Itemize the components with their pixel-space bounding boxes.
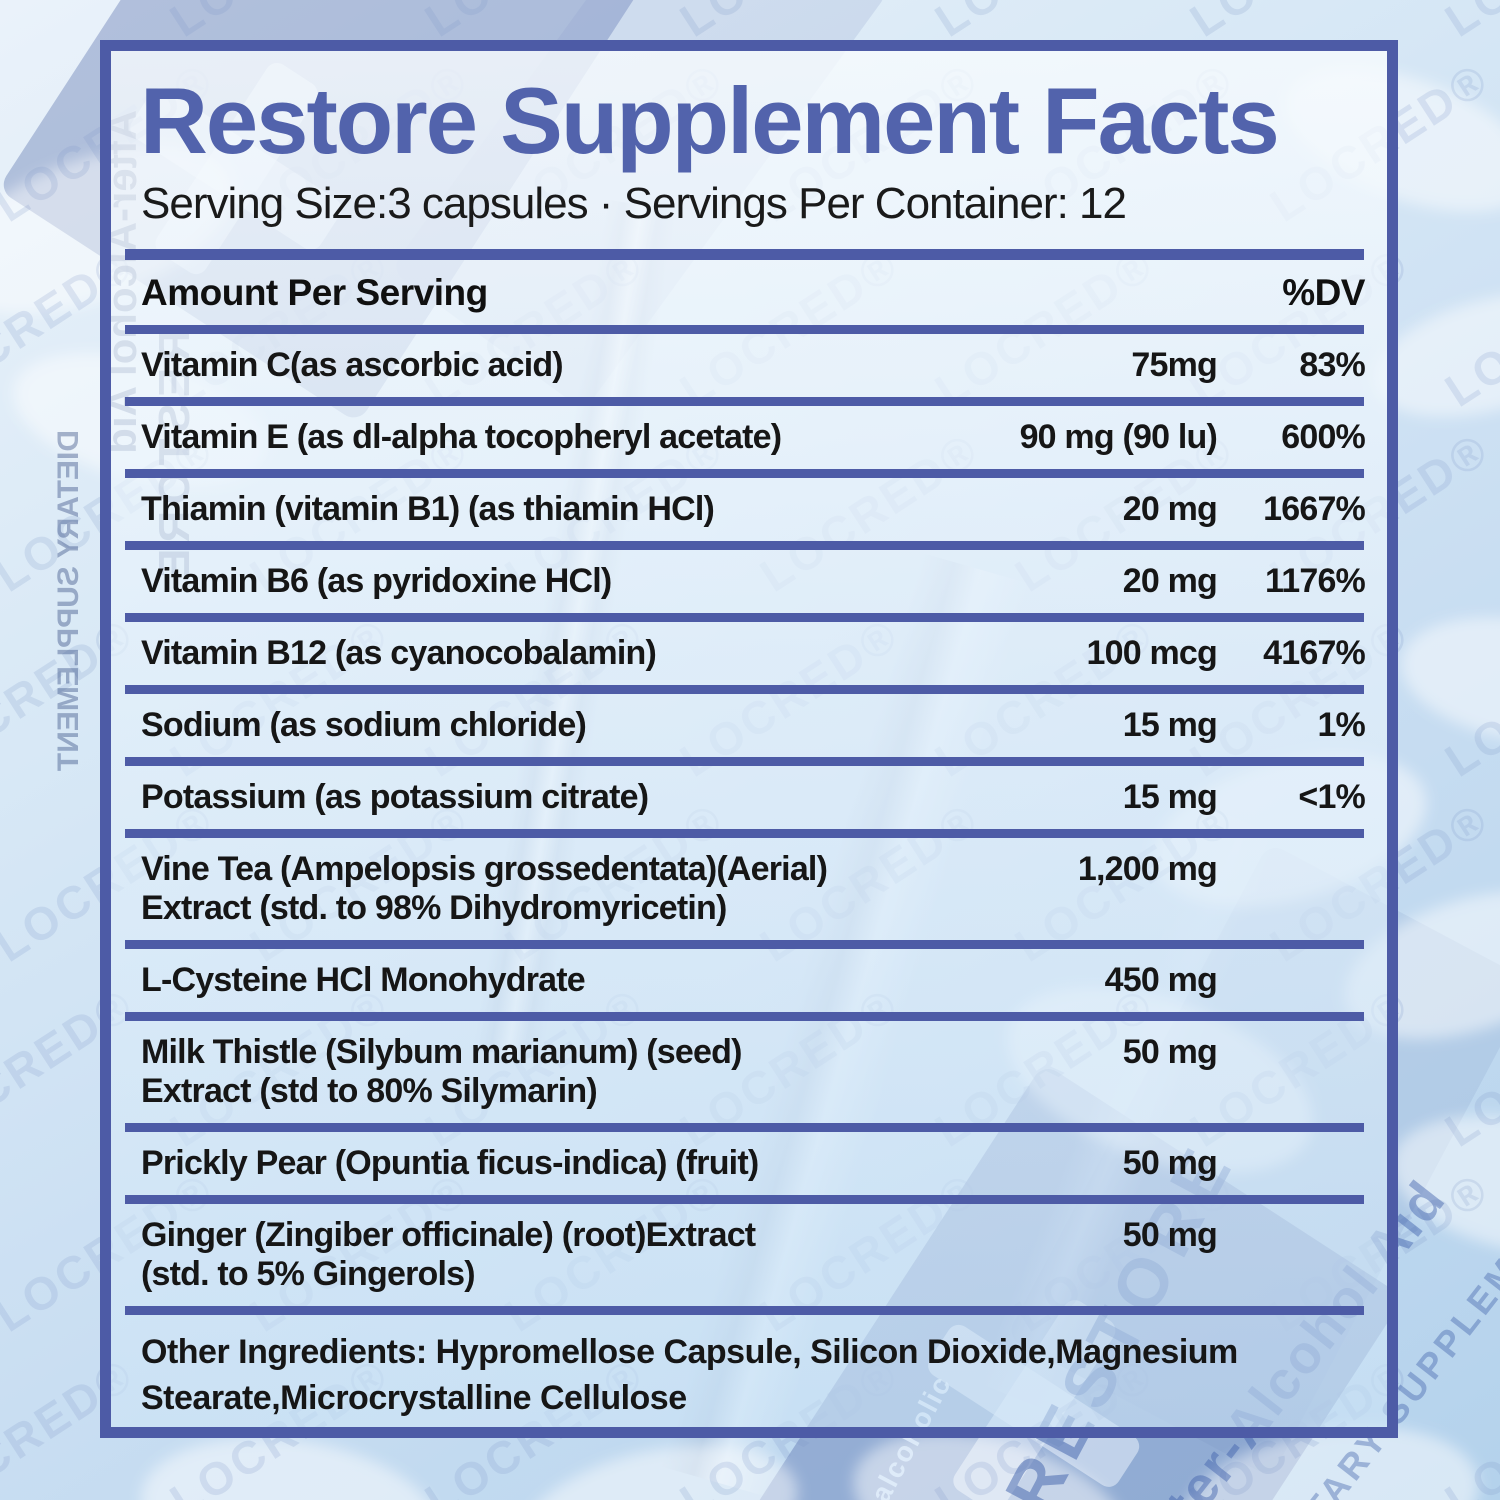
nutrient-amount: 20 mg <box>1122 490 1218 528</box>
amount-per-serving-header: Amount Per Serving <box>141 272 488 313</box>
serving-info: Serving Size:3 capsules · Servings Per C… <box>141 179 1127 228</box>
nutrient-name: L-Cysteine HCl Monohydrate <box>141 961 1091 1000</box>
row-separator <box>125 1012 1364 1021</box>
nutrient-name: Prickly Pear (Opuntia ficus-indica) (fru… <box>141 1144 1109 1183</box>
nutrient-amount: 1,200 mg <box>1077 850 1218 888</box>
nutrient-amount: 450 mg <box>1104 961 1218 999</box>
nutrient-name-line1: Vitamin E (as dl-alpha tocopheryl acetat… <box>141 418 782 456</box>
nutrient-name-line1: Prickly Pear (Opuntia ficus-indica) (fru… <box>141 1144 759 1182</box>
nutrient-name-line2: (std. to 5% Gingerols) <box>141 1255 476 1293</box>
nutrient-name-line1: Sodium (as sodium chloride) <box>141 706 587 744</box>
nutrient-name: Sodium (as sodium chloride) <box>141 706 1109 745</box>
nutrient-name-line1: Thiamin (vitamin B1) (as thiamin HCl) <box>141 490 715 528</box>
nutrient-amount: 15 mg <box>1122 778 1218 816</box>
nutrient-amount: 50 mg <box>1122 1144 1218 1182</box>
nutrient-name: Milk Thistle (Silybum marianum) (seed) Ex… <box>141 1033 1109 1111</box>
row-separator <box>125 397 1364 406</box>
nutrient-row: Prickly Pear (Opuntia ficus-indica) (fru… <box>141 1132 1365 1195</box>
nutrient-amount: 15 mg <box>1122 706 1218 744</box>
nutrient-row: Vitamin C(as ascorbic acid) 75mg 83% <box>141 334 1366 397</box>
nutrient-name-line1: Vitamin C(as ascorbic acid) <box>141 346 564 384</box>
nutrient-table: Vitamin C(as ascorbic acid) 75mg 83% Vitami… <box>111 325 1387 1315</box>
nutrient-row: Vine Tea (Ampelopsis grossedentata)(Aeri… <box>141 838 1365 940</box>
row-separator <box>125 1123 1364 1132</box>
nutrient-amount: 100 mcg <box>1086 634 1218 672</box>
supplement-facts-panel: Restore Supplement Facts Serving Size:3 … <box>100 40 1398 1438</box>
nutrient-name-line2: Extract (std to 80% Silymarin) <box>141 1072 598 1110</box>
row-separator <box>125 325 1364 334</box>
nutrient-dv: <1% <box>1298 778 1365 816</box>
nutrient-name: Ginger (Zingiber officinale) (root)Extra… <box>141 1216 1109 1294</box>
nutrient-name-line1: L-Cysteine HCl Monohydrate <box>141 961 586 999</box>
nutrient-amount: 50 mg <box>1122 1033 1218 1071</box>
nutrient-name-line2: Extract (std. to 98% Dihydromyricetin) <box>141 889 727 927</box>
nutrient-dv: 1667% <box>1263 490 1366 528</box>
other-ingredients: Other Ingredients: Hypromellose Capsule,… <box>141 1333 1238 1417</box>
nutrient-name: Vitamin C(as ascorbic acid) <box>141 346 1117 385</box>
label-title: Restore Supplement Facts <box>140 68 1280 173</box>
nutrient-dv: 1176% <box>1265 562 1366 600</box>
row-separator <box>125 613 1364 622</box>
nutrient-row: L-Cysteine HCl Monohydrate 450 mg <box>141 949 1365 1012</box>
nutrient-name: Vitamin B12 (as cyanocobalamin) <box>141 634 1073 673</box>
nutrient-dv: 83% <box>1299 346 1365 384</box>
mirrored-watermark-text: DIETARY SUPPLEMENT <box>52 430 85 772</box>
nutrient-amount: 20 mg <box>1122 562 1218 600</box>
nutrient-name: Potassium (as potassium citrate) <box>141 778 1109 817</box>
nutrient-amount: 50 mg <box>1122 1216 1218 1254</box>
nutrient-row: Thiamin (vitamin B1) (as thiamin HCl) 20 … <box>141 478 1366 541</box>
nutrient-name-line1: Potassium (as potassium citrate) <box>141 778 649 816</box>
nutrient-row: Sodium (as sodium chloride) 15 mg 1% <box>141 694 1366 757</box>
nutrient-name: Vitamin E (as dl-alpha tocopheryl acetat… <box>141 418 1006 457</box>
nutrient-name-line1: Milk Thistle (Silybum marianum) (seed) <box>141 1033 742 1071</box>
nutrient-row: Vitamin B12 (as cyanocobalamin) 100 mcg 41… <box>141 622 1366 685</box>
nutrient-name: Vine Tea (Ampelopsis grossedentata)(Aeri… <box>141 850 1064 928</box>
row-separator <box>125 685 1364 694</box>
dv-header: %DV <box>1282 272 1365 313</box>
nutrient-amount: 90 mg (90 lu) <box>1019 418 1218 456</box>
row-separator <box>125 757 1364 766</box>
row-separator <box>125 1306 1364 1315</box>
row-separator <box>125 469 1364 478</box>
nutrient-name: Vitamin B6 (as pyridoxine HCl) <box>141 562 1109 601</box>
nutrient-name-line1: Vitamin B12 (as cyanocobalamin) <box>141 634 657 672</box>
nutrient-amount: 75mg <box>1131 346 1217 384</box>
header-divider <box>125 249 1364 260</box>
nutrient-row: Potassium (as potassium citrate) 15 mg <1% <box>141 766 1366 829</box>
nutrient-name-line1: Ginger (Zingiber officinale) (root)Extra… <box>141 1216 756 1254</box>
row-separator <box>125 829 1364 838</box>
nutrient-dv: 600% <box>1281 418 1366 456</box>
nutrient-row: Vitamin E (as dl-alpha tocopheryl acetat… <box>141 406 1366 469</box>
table-header: Amount Per Serving %DV <box>141 260 1365 325</box>
row-separator <box>125 541 1364 550</box>
nutrient-row: Vitamin B6 (as pyridoxine HCl) 20 mg 1176% <box>141 550 1366 613</box>
nutrient-name-line1: Vine Tea (Ampelopsis grossedentata)(Aeri… <box>141 850 828 888</box>
row-separator <box>125 1195 1364 1204</box>
nutrient-row: Ginger (Zingiber officinale) (root)Extra… <box>141 1204 1365 1306</box>
nutrient-dv: 4167% <box>1263 634 1366 672</box>
nutrient-row: Milk Thistle (Silybum marianum) (seed) Ex… <box>141 1021 1365 1123</box>
row-separator <box>125 940 1364 949</box>
nutrient-name-line1: Vitamin B6 (as pyridoxine HCl) <box>141 562 612 600</box>
nutrient-name: Thiamin (vitamin B1) (as thiamin HCl) <box>141 490 1109 529</box>
nutrient-dv: 1% <box>1317 706 1365 744</box>
